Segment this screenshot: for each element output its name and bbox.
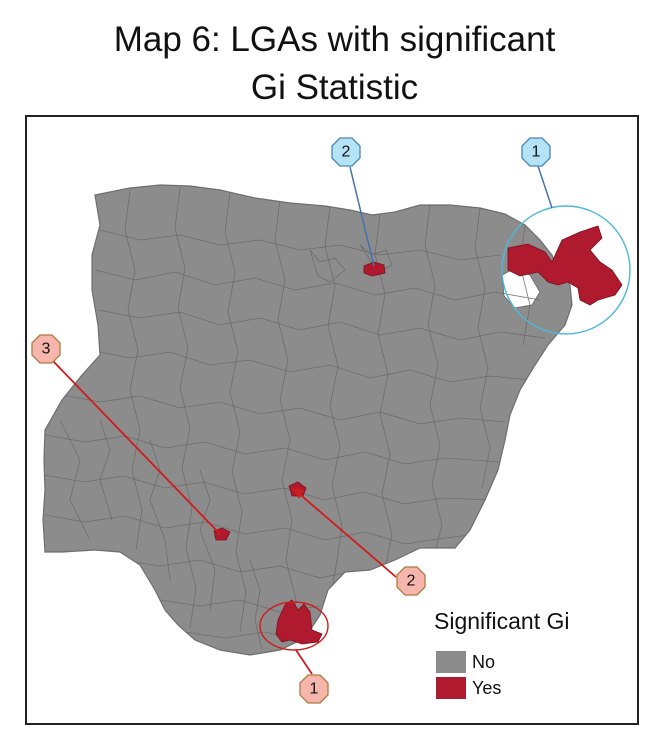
marker-red-3-label: 3 (42, 341, 51, 358)
map-title-line-1: Map 6: LGAs with significant (113, 20, 556, 59)
north-cluster (363, 261, 386, 277)
marker-blue-1: 1 (521, 137, 551, 167)
south-highlight-circle (259, 601, 329, 651)
leader-arrowhead-red-2 (292, 488, 304, 499)
leader-line-red-3 (52, 360, 221, 535)
map-title-line-2: Gi Statistic (250, 68, 419, 107)
leader-line-blue-1 (537, 165, 553, 209)
northeast-highlight-circle (501, 205, 631, 335)
marker-red-1: 1 (299, 674, 329, 704)
legend-title: Significant Gi (434, 608, 570, 634)
leader-line-red-1 (295, 649, 313, 675)
marker-red-2: 2 (396, 566, 426, 596)
northeast-cluster (507, 225, 623, 306)
legend-label-no: No (472, 651, 496, 672)
legend-label-yes: Yes (472, 677, 502, 698)
marker-blue-1-label: 1 (532, 144, 541, 161)
legend-item-no: No (436, 650, 495, 674)
map-title: Map 6: LGAs with significant Gi Statisti… (0, 16, 669, 112)
marker-red-3: 3 (31, 334, 61, 364)
legend-swatch-yes (436, 677, 466, 699)
leader-line-blue-2 (349, 166, 375, 267)
marker-blue-2-label: 2 (342, 144, 351, 161)
country-shape (42, 184, 573, 656)
marker-blue-2: 2 (331, 137, 361, 167)
leader-line-red-2 (295, 490, 397, 578)
marker-red-2-label: 2 (407, 573, 416, 590)
legend-swatch-no (436, 651, 466, 673)
marker-red-1-label: 1 (310, 681, 319, 698)
legend-item-yes: Yes (436, 676, 501, 700)
